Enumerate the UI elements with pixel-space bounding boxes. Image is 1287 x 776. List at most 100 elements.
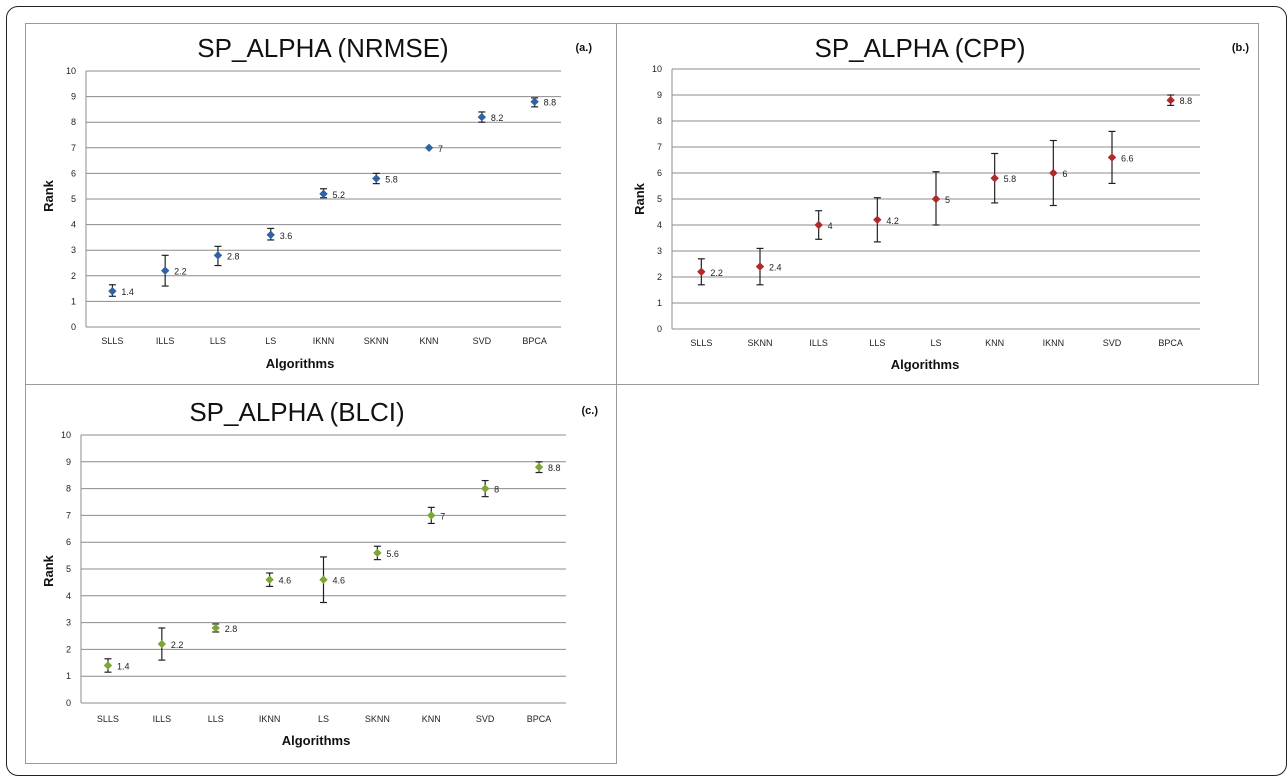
x-tick-label: SKNN xyxy=(364,336,389,346)
data-label: 2.8 xyxy=(225,624,238,634)
data-point xyxy=(108,286,117,296)
y-tick-label: 4 xyxy=(66,591,71,601)
x-tick-label: IKNN xyxy=(259,714,281,724)
x-tick-label: SKNN xyxy=(747,338,772,348)
y-tick-label: 0 xyxy=(71,322,76,332)
y-tick-label: 3 xyxy=(66,618,71,628)
chart-panel-c: SP_ALPHA (BLCI) (c.) Algorithms Rank 0 1 2… xyxy=(25,384,617,764)
data-label: 3.6 xyxy=(280,231,293,241)
chart-panel-a: SP_ALPHA (NRMSE) (a.) Algorithms Rank 0 1… xyxy=(25,23,617,385)
y-tick-label: 3 xyxy=(71,245,76,255)
data-label: 6.6 xyxy=(1121,153,1134,163)
y-tick-label: 2 xyxy=(71,271,76,281)
y-tick-label: 8 xyxy=(657,116,662,126)
data-point xyxy=(373,548,382,558)
y-tick-label: 1 xyxy=(657,298,662,308)
x-tick-label: ILLS xyxy=(156,336,175,346)
panel-label: (c.) xyxy=(582,405,599,417)
data-point xyxy=(931,194,941,204)
x-axis-title: Algorithms xyxy=(891,357,960,372)
data-label: 1.4 xyxy=(117,661,130,671)
data-label: 8.8 xyxy=(1180,96,1193,106)
x-tick-label: SLLS xyxy=(101,336,123,346)
y-tick-label: 0 xyxy=(657,324,662,334)
data-label: 7 xyxy=(440,511,445,521)
y-tick-label: 5 xyxy=(657,194,662,204)
x-tick-label: SVD xyxy=(476,714,495,724)
data-point xyxy=(697,267,706,276)
y-axis-title: Rank xyxy=(632,182,647,215)
data-point xyxy=(319,189,328,199)
data-label: 7 xyxy=(438,144,443,154)
y-tick-label: 2 xyxy=(657,272,662,282)
data-label: 4.6 xyxy=(279,576,292,586)
data-label: 2.2 xyxy=(710,268,723,278)
chart-panel-b: SP_ALPHA (CPP) (b.) Algorithms Rank 0 1 2 3… xyxy=(616,23,1259,385)
data-label: 8.2 xyxy=(491,113,504,123)
y-tick-label: 7 xyxy=(657,142,662,152)
y-tick-label: 7 xyxy=(71,143,76,153)
x-tick-label: BPCA xyxy=(1158,338,1183,348)
data-point xyxy=(534,462,544,472)
data-point xyxy=(160,266,170,275)
chart-title: SP_ALPHA (CPP) xyxy=(815,33,1026,63)
data-label: 4 xyxy=(828,221,833,231)
y-tick-label: 3 xyxy=(657,246,662,256)
data-label: 1.4 xyxy=(121,287,134,297)
x-tick-label: ILLS xyxy=(153,714,172,724)
data-label: 4.2 xyxy=(886,216,899,226)
data-point xyxy=(157,639,167,649)
plot-area: 0 1 2 3 4 5 6 7 8 9 10 SLLS 1.4 ILLS 2.2 LLS 2.8 IKNN 4.6 L… xyxy=(61,430,566,724)
x-tick-label: LLS xyxy=(210,336,226,346)
chart-c-svg: SP_ALPHA (BLCI) (c.) Algorithms Rank 0 1 2… xyxy=(41,397,599,748)
y-tick-label: 1 xyxy=(66,671,71,681)
y-tick-label: 8 xyxy=(71,117,76,127)
x-tick-label: LS xyxy=(265,336,276,346)
y-tick-label: 6 xyxy=(71,168,76,178)
data-label: 6 xyxy=(1062,169,1067,179)
data-point xyxy=(814,220,823,230)
x-tick-label: LS xyxy=(930,338,941,348)
data-label: 8.8 xyxy=(544,98,557,108)
y-tick-label: 10 xyxy=(61,430,71,440)
data-label: 5.8 xyxy=(1004,174,1017,184)
data-label: 5.8 xyxy=(385,175,398,185)
x-tick-label: KNN xyxy=(420,336,439,346)
data-label: 2.8 xyxy=(227,251,240,261)
data-label: 2.4 xyxy=(769,263,782,273)
data-point xyxy=(427,511,436,520)
data-label: 5.2 xyxy=(333,190,346,200)
data-point xyxy=(424,143,434,152)
data-point xyxy=(1107,153,1117,162)
data-label: 8 xyxy=(494,485,499,495)
data-point xyxy=(265,575,274,584)
chart-title: SP_ALPHA (NRMSE) xyxy=(197,33,448,63)
y-tick-label: 6 xyxy=(657,168,662,178)
x-axis-title: Algorithms xyxy=(282,733,351,748)
x-tick-label: ILLS xyxy=(809,338,828,348)
plot-area: 0 1 2 3 4 5 6 7 8 9 10 SLLS 2.2 SKNN 2.4 ILLS 4 LLS 4.2 LS 5… xyxy=(652,64,1200,348)
y-tick-label: 10 xyxy=(66,66,76,76)
data-point xyxy=(213,251,223,260)
data-label: 2.2 xyxy=(171,640,184,650)
data-point xyxy=(755,262,765,271)
data-point xyxy=(477,112,487,122)
x-tick-label: BPCA xyxy=(522,336,547,346)
y-tick-label: 4 xyxy=(71,220,76,230)
data-label: 8.8 xyxy=(548,463,561,473)
x-tick-label: SVD xyxy=(1103,338,1122,348)
chart-title: SP_ALPHA (BLCI) xyxy=(189,397,404,427)
data-label: 5 xyxy=(945,195,950,205)
x-tick-label: KNN xyxy=(422,714,441,724)
x-tick-label: IKNN xyxy=(313,336,335,346)
data-point xyxy=(530,97,539,106)
x-tick-label: KNN xyxy=(985,338,1004,348)
y-tick-label: 5 xyxy=(71,194,76,204)
chart-b-svg: SP_ALPHA (CPP) (b.) Algorithms Rank 0 1 2 3… xyxy=(632,33,1249,372)
y-tick-label: 5 xyxy=(66,564,71,574)
y-tick-label: 1 xyxy=(71,296,76,306)
chart-a-svg: SP_ALPHA (NRMSE) (a.) Algorithms Rank 0 1… xyxy=(41,33,592,371)
data-label: 4.6 xyxy=(333,576,346,586)
x-tick-label: LLS xyxy=(869,338,885,348)
x-tick-label: SVD xyxy=(473,336,492,346)
